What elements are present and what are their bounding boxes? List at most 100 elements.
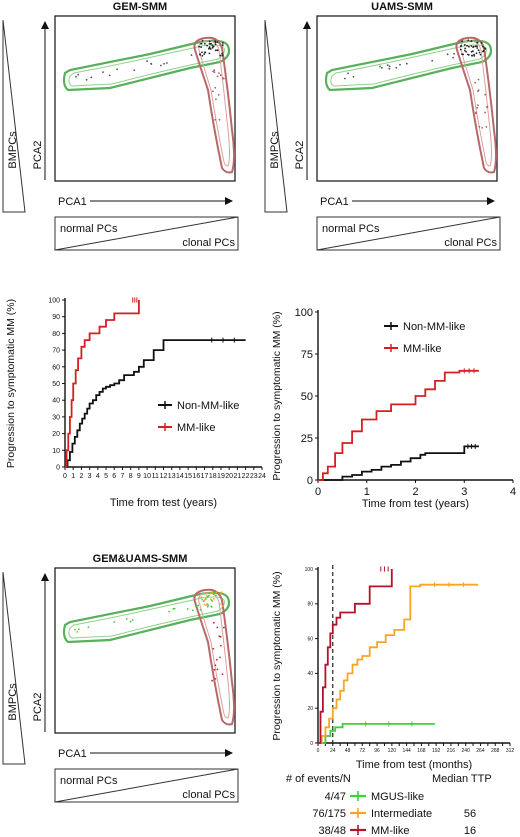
pca-event-dot — [163, 62, 166, 65]
x-tick-label: 1 — [71, 473, 75, 480]
pca-event-dot — [212, 90, 214, 93]
x-tick-label: 96 — [374, 748, 380, 754]
y-tick-label: 40 — [307, 671, 313, 677]
pca-event-dot — [486, 105, 489, 108]
pca-event-dot — [191, 609, 194, 612]
pca-event-dot — [470, 45, 473, 47]
x-tick-label: 0 — [315, 486, 321, 498]
pca-event-dot — [90, 76, 93, 79]
y-axis-label: Progression to symptomatic MM (%) — [5, 299, 17, 468]
legend-label: Non-MM-like — [403, 321, 465, 333]
y-tick-label: 80 — [307, 602, 313, 608]
median-ttp-header: Median TTP — [432, 773, 492, 785]
pca-event-dot — [474, 111, 477, 114]
pca-panel: UAMS-SMM BMPCs PCA2 PCA1 normal PCs clonal PC… — [264, 1, 501, 251]
pca-event-dot — [461, 40, 464, 42]
pca-panel: GEM-SMM BMPCs PCA2 PCA1 normal PCs clonal PCs — [2, 1, 239, 251]
y-tick-label: 0 — [310, 741, 313, 747]
pca-event-dot — [205, 598, 207, 600]
legend-label: MM-like — [403, 343, 442, 355]
x-tick-label: 9 — [137, 473, 141, 480]
clonal-pcs-label: clonal PCs — [444, 237, 497, 249]
pca-event-dot — [173, 607, 176, 610]
pca-event-dot — [480, 42, 483, 44]
pca2-label: PCA2 — [32, 693, 44, 722]
x-tick-label: 13 — [168, 473, 176, 480]
pca-event-dot — [216, 626, 219, 629]
panel-title: UAMS-SMM — [371, 1, 433, 13]
y-tick-label: 100 — [48, 297, 60, 304]
pca-event-dot — [222, 77, 225, 80]
x-tick-label: 144 — [402, 748, 411, 754]
y-tick-label: 0 — [56, 464, 60, 471]
clonal-pc-contour — [193, 588, 235, 726]
pca-event-dot — [85, 78, 88, 81]
pca-event-dot — [216, 41, 219, 43]
x-tick-label: 120 — [388, 748, 397, 754]
pca-event-dot — [205, 604, 208, 606]
x-tick-label: 19 — [217, 473, 225, 480]
pca-event-dot — [206, 602, 209, 605]
bmpcs-label: BMPCs — [7, 131, 19, 169]
pca-event-dot — [467, 39, 470, 42]
pca-event-dot — [75, 75, 77, 78]
pca-event-dot — [207, 604, 210, 607]
pca-event-dot — [221, 52, 224, 55]
pca-event-dot — [212, 593, 215, 596]
x-tick-label: 15 — [184, 473, 192, 480]
x-tick-label: 168 — [417, 748, 426, 754]
pca-panels: GEM-SMM BMPCs PCA2 PCA1 normal PCs clonal PCs… — [2, 1, 501, 803]
pca-event-dot — [221, 42, 224, 44]
km-chart: 0 25 50 75 100 0 1 2 3 4 Time from test (years) Pro… — [271, 307, 516, 510]
x-tick-label: 11 — [152, 473, 159, 480]
x-tick-label: 8 — [129, 473, 133, 480]
pca-event-dot — [210, 605, 213, 608]
pca-event-dot — [205, 592, 208, 595]
pca-event-dot — [186, 608, 189, 610]
pca-event-dot — [478, 125, 481, 128]
pca-event-dot — [474, 81, 477, 84]
pca-event-dot — [74, 628, 76, 631]
bmpcs-label: BMPCs — [7, 683, 19, 721]
pca-event-dot — [484, 93, 487, 96]
pca-event-dot — [206, 595, 209, 598]
pca-event-dot — [211, 114, 214, 117]
pca-event-dot — [381, 66, 383, 69]
pca1-label: PCA1 — [58, 196, 87, 208]
pca-event-dot — [219, 636, 222, 638]
x-tick-label: 20 — [225, 473, 233, 480]
pca-event-dot — [477, 89, 480, 91]
pca-event-dot — [77, 628, 80, 631]
clonal-pcs-label: clonal PCs — [182, 237, 235, 249]
bmpcs-triangle — [264, 19, 288, 213]
y-tick-label: 80 — [52, 331, 60, 338]
pca-event-dot — [379, 65, 381, 68]
pca-event-dot — [150, 63, 153, 65]
legend-label: Non-MM-like — [177, 400, 239, 412]
pca-event-dot — [453, 52, 455, 55]
clonal-pc-contour — [455, 36, 497, 174]
pca-event-dot — [195, 605, 197, 607]
pca-panel: GEM&UAMS-SMM BMPCs PCA2 PCA1 normal PCs clona… — [2, 553, 239, 803]
pca-event-dot — [209, 592, 212, 595]
series-line-mm-like — [65, 300, 140, 468]
pca-event-dot — [221, 598, 223, 601]
x-tick-label: 48 — [345, 748, 351, 754]
panel-title: GEM-SMM — [113, 1, 167, 13]
pca-event-dot — [476, 41, 479, 44]
pca-event-dot — [481, 127, 484, 129]
pca-plot-frame — [54, 567, 236, 734]
pca-event-dot — [347, 72, 349, 75]
pca-event-dot — [215, 658, 218, 661]
pca-event-dot — [463, 44, 466, 46]
legend-label: MM-like — [177, 422, 216, 434]
pca-event-dot — [484, 47, 486, 50]
y-tick-label: 50 — [301, 391, 313, 403]
pca-event-dot — [470, 40, 473, 43]
events-header: # of events/N — [286, 773, 351, 785]
pca-event-dot — [218, 118, 221, 121]
pca-event-dot — [465, 50, 467, 53]
pca-event-dot — [146, 60, 149, 63]
series-line-non-mm-like — [65, 339, 246, 468]
